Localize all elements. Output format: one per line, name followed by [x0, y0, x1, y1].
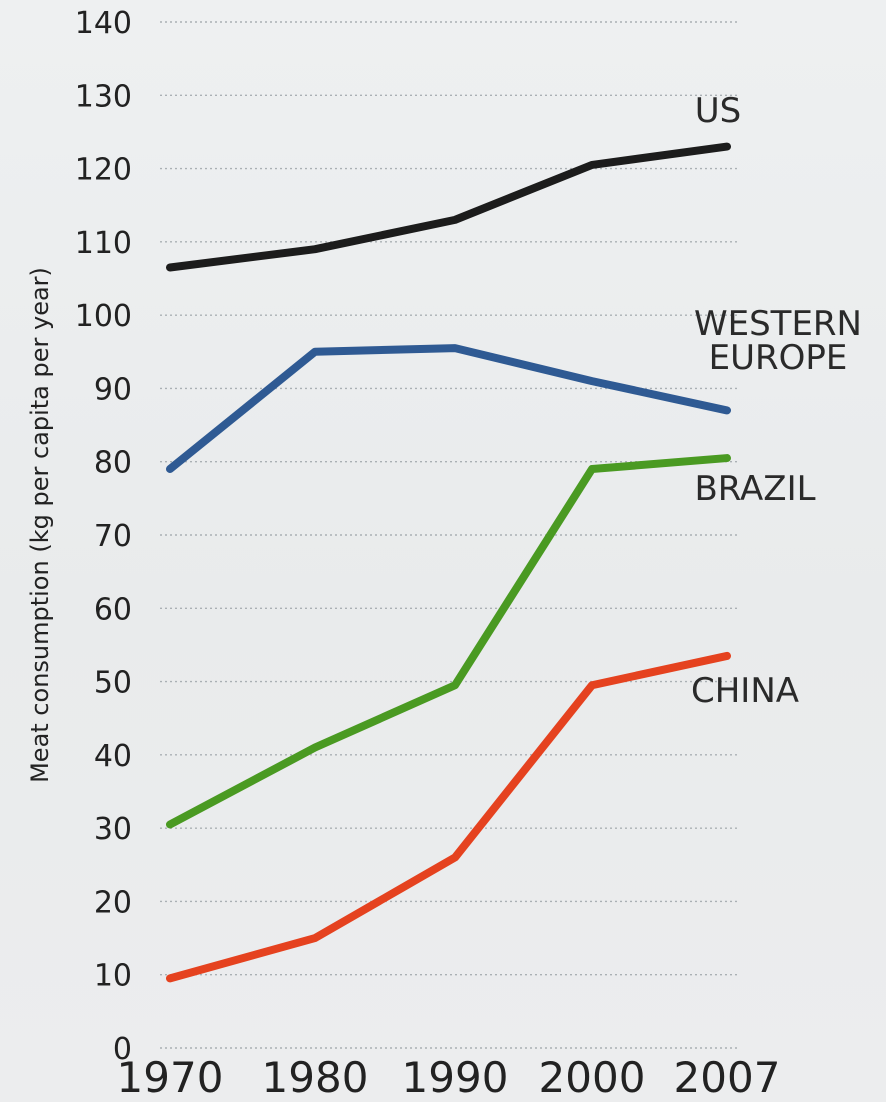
- series-line-us: [166, 142, 731, 272]
- y-tick-label-130: 130: [75, 79, 132, 114]
- x-tick-label-1990: 1990: [402, 1053, 509, 1102]
- series-us: US: [166, 91, 741, 272]
- y-tick-label-20: 20: [94, 885, 132, 920]
- series-line-brazil: [166, 454, 731, 829]
- y-tick-label-30: 30: [94, 812, 132, 847]
- x-tick-label-1980: 1980: [262, 1053, 369, 1102]
- series-label-western-europe-line-2: EUROPE: [709, 338, 848, 378]
- x-tick-label-2007: 2007: [674, 1053, 781, 1102]
- y-tick-label-120: 120: [75, 153, 132, 188]
- y-tick-label-40: 40: [94, 739, 132, 774]
- y-tick-label-110: 110: [75, 226, 132, 261]
- y-tick-label-0: 0: [113, 1032, 132, 1067]
- gridlines-group: [160, 21, 740, 1049]
- series-label-western-europe-line-1: WESTERN: [694, 304, 862, 344]
- x-tick-label-1970: 1970: [117, 1053, 224, 1102]
- y-tick-label-60: 60: [94, 592, 132, 627]
- y-tick-label-10: 10: [94, 959, 132, 994]
- y-tick-labels: 0 10 20 30 40 50 60 70 80 90 100 110 120 130 140: [75, 6, 132, 1067]
- series-brazil: BRAZIL: [166, 454, 816, 829]
- series-label-us-line-1: US: [695, 91, 741, 131]
- y-tick-label-140: 140: [75, 6, 132, 41]
- series-label-china-line-1: CHINA: [691, 671, 799, 711]
- y-tick-label-90: 90: [94, 372, 132, 407]
- series-label-brazil-line-1: BRAZIL: [694, 469, 815, 509]
- y-tick-label-100: 100: [75, 299, 132, 334]
- series-line-western-europe: [166, 344, 731, 474]
- y-tick-label-70: 70: [94, 519, 132, 554]
- series-line-china: [166, 651, 731, 983]
- series-china: CHINA: [166, 651, 799, 983]
- y-axis-title: Meat consumption (kg per capita per year…: [26, 267, 54, 783]
- x-tick-label-2000: 2000: [539, 1053, 646, 1102]
- y-tick-label-80: 80: [94, 446, 132, 481]
- x-tick-labels: 1970 1980 1990 2000 2007: [117, 1053, 781, 1102]
- y-tick-label-50: 50: [94, 666, 132, 701]
